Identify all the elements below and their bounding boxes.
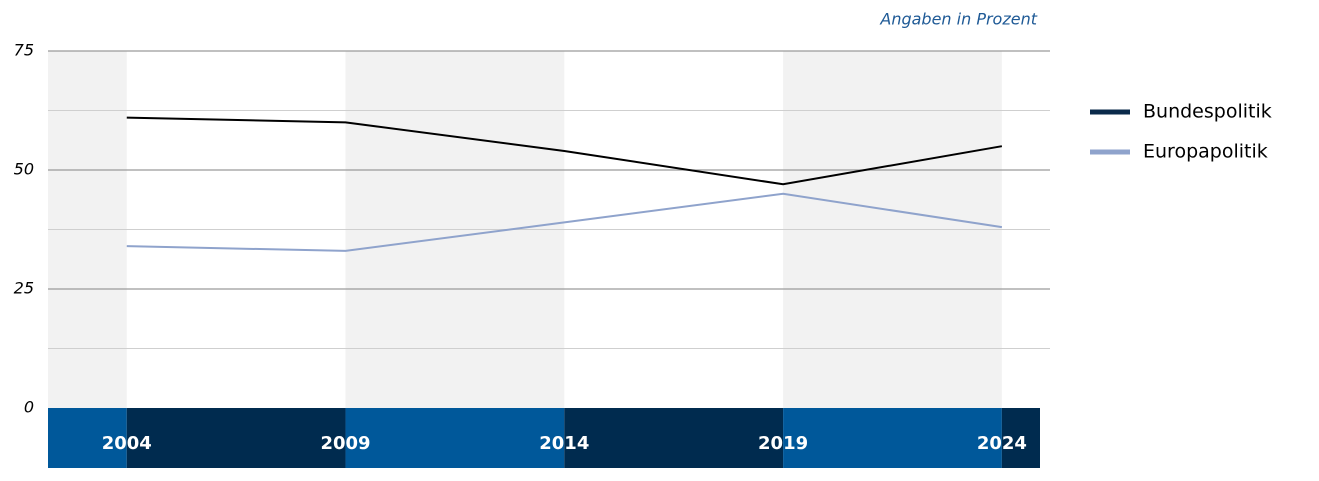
x-tick-label: 2009 [320, 433, 370, 454]
legend-label: Bundespolitik [1143, 101, 1272, 123]
axis-band [126, 408, 346, 468]
x-tick-label: 2024 [977, 433, 1027, 454]
axis-band [564, 408, 784, 468]
legend-label: Europapolitik [1143, 141, 1268, 163]
x-tick-label: 2014 [539, 433, 589, 454]
axis-band [345, 408, 565, 468]
y-tick-label: 25 [14, 279, 34, 298]
series-line [126, 116, 1003, 186]
y-tick-label: 75 [14, 41, 34, 60]
axis-band [783, 408, 1002, 468]
subtitle: Angaben in Prozent [879, 10, 1037, 29]
x-tick-label: 2019 [758, 433, 808, 454]
y-tick-label: 50 [14, 160, 34, 179]
series-line [126, 192, 1003, 252]
x-tick-label: 2004 [102, 433, 152, 454]
axis-band [48, 408, 127, 468]
y-tick-label: 0 [24, 398, 34, 417]
axis-band [1001, 408, 1040, 468]
